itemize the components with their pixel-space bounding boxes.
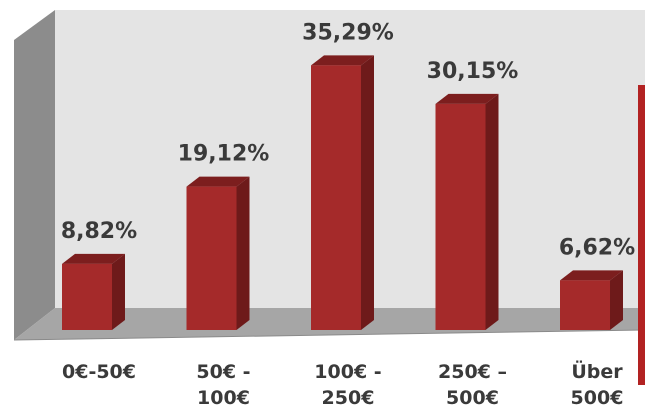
bar-side (610, 270, 623, 330)
x-tick-label: 100€ (197, 387, 250, 409)
bar-side (361, 55, 374, 330)
x-tick-label: 250€ – (438, 361, 507, 383)
bar (311, 65, 361, 330)
data-label: 30,15% (427, 59, 519, 84)
bar-top (186, 176, 250, 187)
data-label: 6,62% (559, 235, 635, 260)
x-tick-label: Über (571, 359, 623, 383)
bar-top (62, 253, 125, 264)
data-label: 8,82% (61, 219, 137, 244)
data-label: 19,12% (178, 142, 270, 167)
labels-group: 8,82% 0€-50€ 19,12% 50€ - 100€ 35,29% 100€ - 25… (61, 20, 635, 409)
bar (560, 280, 610, 330)
bar-top (435, 93, 499, 104)
x-tick-label: 50€ - (196, 361, 250, 383)
bar (62, 263, 112, 330)
bar-side (485, 93, 499, 330)
bar-side (112, 253, 125, 330)
x-tick-label: 500€ (571, 387, 624, 409)
bar (186, 186, 237, 330)
x-tick-label: 0€-50€ (62, 361, 136, 383)
bars-group (62, 55, 623, 330)
x-tick-label: 250€ (322, 387, 375, 409)
side-wall (14, 10, 55, 340)
floor-edge (13, 329, 645, 341)
bar-side (236, 176, 250, 330)
bar-top (560, 270, 623, 281)
bar (435, 103, 486, 330)
data-label: 35,29% (302, 20, 394, 45)
x-tick-label: 500€ (446, 387, 499, 409)
bar-top (311, 55, 374, 66)
accent-bar (638, 85, 645, 385)
x-tick-label: 100€ - (314, 361, 381, 383)
